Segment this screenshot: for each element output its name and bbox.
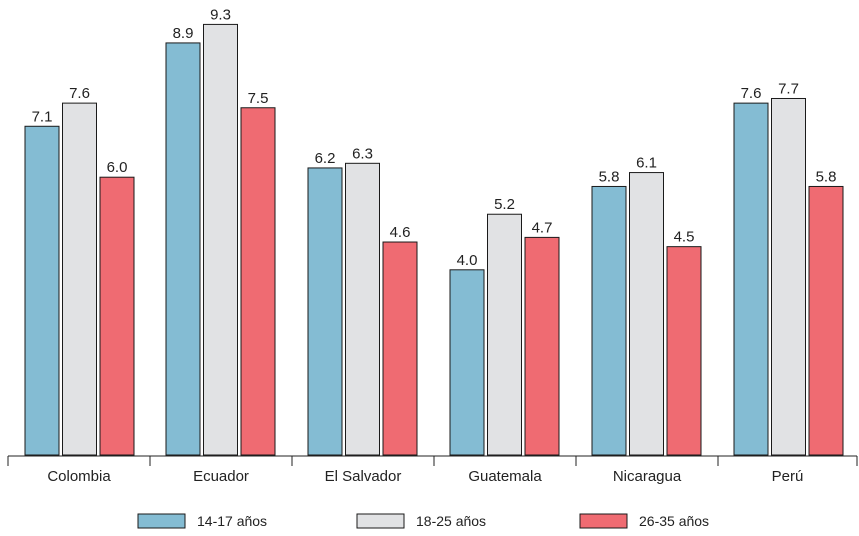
value-label: 7.6 <box>69 85 90 102</box>
value-labels-group: 7.1 7.6 6.0 8.9 9.3 7.5 6.2 6.3 4.6 4.0 5.2 4.7 5.8 6… <box>32 6 837 268</box>
category-label: Ecuador <box>193 468 249 485</box>
x-axis-ticks <box>7 456 858 466</box>
value-label: 6.2 <box>315 150 336 167</box>
legend: 14-17 años 18-25 años 26-35 años <box>137 513 709 529</box>
category-label: Nicaragua <box>613 468 682 485</box>
value-label: 7.1 <box>32 108 53 125</box>
value-label: 5.8 <box>816 168 837 185</box>
bar-guatemala-series-2 <box>487 213 522 456</box>
value-label: 7.7 <box>778 80 799 97</box>
legend-label: 26-35 años <box>639 513 709 529</box>
bar-el-salvador-series-2 <box>345 162 380 456</box>
legend-swatch <box>137 513 186 529</box>
bar-colombia-series-3 <box>99 176 135 456</box>
bar-colombia-series-2 <box>62 102 97 456</box>
value-label: 9.3 <box>210 6 231 23</box>
bar-colombia-series-1 <box>24 125 60 456</box>
category-labels-group: Colombia Ecuador El Salvador Guatemala Nicar… <box>47 468 803 485</box>
bar-perú-series-1 <box>733 102 769 456</box>
value-label: 5.2 <box>494 196 515 213</box>
legend-swatch <box>356 513 405 529</box>
value-label: 7.6 <box>741 85 762 102</box>
bars-group <box>24 23 844 456</box>
value-label: 5.8 <box>599 168 620 185</box>
bar-guatemala-series-3 <box>524 236 560 456</box>
value-label: 6.1 <box>636 155 657 172</box>
value-label: 4.7 <box>532 219 553 236</box>
legend-swatch <box>579 513 628 529</box>
bar-nicaragua-series-2 <box>629 172 664 456</box>
bar-guatemala-series-1 <box>449 269 485 456</box>
category-label: Perú <box>772 468 804 485</box>
value-label: 7.5 <box>248 90 269 107</box>
bar-ecuador-series-2 <box>203 23 238 456</box>
category-label: Colombia <box>47 468 111 485</box>
category-label: El Salvador <box>325 468 402 485</box>
value-label: 8.9 <box>173 25 194 42</box>
category-label: Guatemala <box>468 468 542 485</box>
value-label: 6.0 <box>107 159 128 176</box>
bar-perú-series-2 <box>771 97 806 456</box>
bar-el-salvador-series-3 <box>382 241 418 456</box>
bar-ecuador-series-1 <box>165 42 201 456</box>
value-label: 6.3 <box>352 145 373 162</box>
value-label: 4.6 <box>390 224 411 241</box>
bar-nicaragua-series-1 <box>591 185 627 456</box>
bar-ecuador-series-3 <box>240 107 276 456</box>
legend-label: 18-25 años <box>416 513 486 529</box>
value-label: 4.0 <box>457 252 478 269</box>
value-label: 4.5 <box>674 229 695 246</box>
bar-nicaragua-series-3 <box>666 246 702 456</box>
bar-perú-series-3 <box>808 185 844 456</box>
bar-el-salvador-series-1 <box>307 167 343 456</box>
legend-label: 14-17 años <box>197 513 267 529</box>
